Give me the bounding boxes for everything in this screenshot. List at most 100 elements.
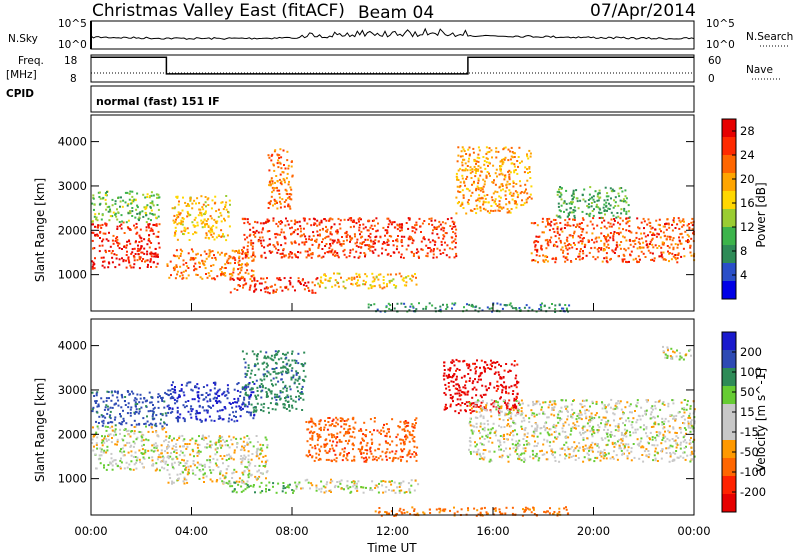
vl-cell-2-24 <box>242 402 245 405</box>
pw-cell-9-255 <box>644 256 647 258</box>
vl-cell-3-324 <box>194 442 197 445</box>
vl-cell-2-2 <box>196 383 199 386</box>
pw-cell-9-54 <box>642 252 645 255</box>
pw-cell-6-409 <box>291 242 293 245</box>
pw-cell-4-52 <box>254 284 256 286</box>
vl-cell-7-5 <box>393 481 396 484</box>
vl-cell-0-16 <box>132 445 135 448</box>
pw-cell-9-335 <box>682 224 685 227</box>
pw-cell-8-106 <box>512 192 515 195</box>
vl-cell-4-102 <box>274 393 276 396</box>
pw-cell-6-275 <box>419 225 422 228</box>
vl-cell-3-76 <box>223 455 226 457</box>
pw-cell-1-66 <box>131 190 134 193</box>
pw-cell-6-270 <box>251 247 254 250</box>
pw-cell-8-268 <box>468 189 471 192</box>
pw-cell-8-53 <box>500 160 503 162</box>
vl-cell-5-351 <box>386 448 389 451</box>
pw-cell-5-15 <box>392 278 395 281</box>
vl-cell-5-166 <box>328 424 331 427</box>
vl-cell-2-217 <box>224 407 227 410</box>
pw-cell-10-47 <box>592 198 595 201</box>
vl-cell-4-156 <box>269 357 272 360</box>
pw-cell-9-301 <box>612 250 615 253</box>
vl-cell-1-178 <box>105 397 108 400</box>
vl-cell-8-143 <box>474 362 476 365</box>
vl-cell-4-9 <box>269 373 272 376</box>
vl-cell-3-243 <box>202 439 205 441</box>
pw-cell-2-6 <box>182 270 185 273</box>
pw-cell-9-383 <box>552 244 555 247</box>
vl-cell-4-159 <box>284 397 286 399</box>
pw-cell-0-99 <box>139 258 141 261</box>
vl-cell-1-6 <box>111 406 114 409</box>
vl-cell-2-43 <box>219 401 222 404</box>
pw-cell-0-214 <box>152 261 155 264</box>
vl-cell-5-308 <box>315 456 318 459</box>
pw-cell-8-178 <box>480 187 483 190</box>
pw-cell-1-54 <box>108 205 111 208</box>
pw-cell-9-445 <box>613 218 616 220</box>
pw-cell-9-302 <box>690 221 693 224</box>
vl-cell-5-140 <box>407 421 410 424</box>
pw-cell-5-78 <box>407 275 410 278</box>
pw-cell-6-141 <box>247 241 250 244</box>
pw-cell-10-110 <box>625 201 628 204</box>
pw-cell-0-204 <box>153 255 156 258</box>
pw-cell-6-277 <box>455 228 458 231</box>
vl-cell-5-282 <box>415 422 417 425</box>
pw-cell-2-22 <box>250 269 253 272</box>
vl-cell-3-347 <box>219 443 222 446</box>
vl-cell-5-137 <box>371 441 374 444</box>
noise-panel: N.Sky 10^5 10^0 10^5 10^0 N.Search <box>8 18 793 51</box>
pw-cell-9-89 <box>642 217 645 220</box>
pw-cell-2-120 <box>182 276 185 279</box>
vl-cell-2-96 <box>217 389 220 392</box>
pw-cell-6-151 <box>393 221 396 224</box>
pw-cell-0-87 <box>133 263 136 266</box>
pw-cell-2-191 <box>187 252 190 255</box>
pw-cell-10-121 <box>587 203 590 206</box>
pw-cell-8-218 <box>499 169 502 172</box>
vl-cell-7-61 <box>362 486 365 489</box>
vl-cell-5-194 <box>395 450 398 453</box>
pw-cell-1-52 <box>150 209 153 212</box>
pw-cell-9-239 <box>581 242 584 245</box>
pw-cell-7-39 <box>289 186 292 189</box>
vl-cell-0-21 <box>114 428 117 431</box>
pw-cell-0-9 <box>155 265 158 268</box>
vl-cell-0-81 <box>165 431 168 434</box>
pw-cell-8-321 <box>513 169 516 172</box>
vl-cell-2-120 <box>180 388 183 391</box>
vl-cell-2-186 <box>172 381 174 384</box>
vl-cell-2-36 <box>224 394 227 397</box>
pw-cell-10-165 <box>625 197 628 200</box>
pw-cell-6-451 <box>330 233 333 236</box>
vl-cell-7-113 <box>295 485 298 488</box>
vl-cell-2-150 <box>233 415 236 418</box>
vl-cell-3-25 <box>208 466 211 469</box>
pw-cell-0-220 <box>105 238 108 241</box>
vl-cell-5-175 <box>338 453 341 456</box>
vl-cell-0-181 <box>130 450 133 453</box>
vl-cell-1-33 <box>153 406 156 409</box>
pw-cell-10-33 <box>595 205 598 208</box>
pw-cell-8-277 <box>495 147 498 150</box>
pw-cell-9-104 <box>639 247 642 250</box>
pw-cell-6-476 <box>316 234 319 237</box>
pw-cell-8-260 <box>496 191 499 194</box>
vl-cell-7-114 <box>384 490 387 493</box>
vl-cell-1-118 <box>95 392 98 395</box>
vl-cell-7-107 <box>354 487 357 490</box>
pw-cell-0-79 <box>154 248 157 250</box>
pw-cell-6-434 <box>318 223 321 226</box>
pw-cell-6-537 <box>290 232 293 235</box>
pw-cell-6-397 <box>455 235 457 238</box>
pw-cell-0-136 <box>128 261 131 264</box>
pw-cell-1-117 <box>155 216 158 219</box>
vl-cell-3-283 <box>255 477 258 480</box>
pw-cell-10-35 <box>570 201 572 204</box>
vl-cell-5-234 <box>385 441 388 444</box>
pw-cell-8-89 <box>524 190 526 193</box>
vl-cell-3-128 <box>205 475 208 478</box>
